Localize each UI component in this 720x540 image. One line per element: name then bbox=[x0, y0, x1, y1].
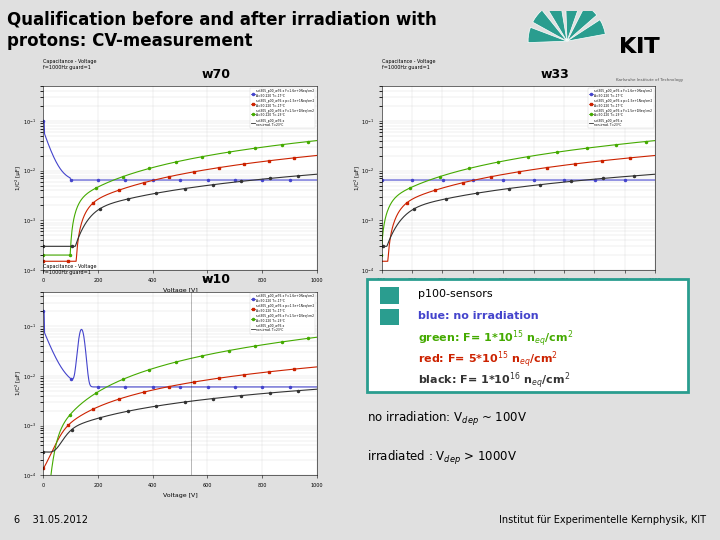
Legend: sct305_p00_w76 x F=1.6e+0Neq/cm2
A=50.220 T=-17°C, sct305_p00_w76 x p=1.5e+1Neq/: sct305_p00_w76 x F=1.6e+0Neq/cm2 A=50.22… bbox=[250, 88, 315, 129]
Wedge shape bbox=[567, 20, 606, 41]
Text: w33: w33 bbox=[540, 68, 569, 81]
Text: red: F= 5*10$^{15}$ n$_{eq}$/cm$^{2}$: red: F= 5*10$^{15}$ n$_{eq}$/cm$^{2}$ bbox=[418, 349, 557, 370]
Wedge shape bbox=[533, 10, 567, 41]
FancyBboxPatch shape bbox=[366, 279, 688, 392]
Text: Capacitance - Voltage
f=1000Hz guard=1: Capacitance - Voltage f=1000Hz guard=1 bbox=[382, 59, 435, 70]
Text: irradiated : V$_{dep}$ > 1000V: irradiated : V$_{dep}$ > 1000V bbox=[366, 449, 517, 467]
Legend: sct305_p00_w76 x F=1.6e+0Neq/cm2
A=50.220 T=-17°C, sct305_p00_w76 x p=1.5e+1Neq/: sct305_p00_w76 x F=1.6e+0Neq/cm2 A=50.22… bbox=[250, 293, 315, 334]
Y-axis label: 1/C² [µF]: 1/C² [µF] bbox=[15, 372, 21, 395]
Bar bbox=[380, 309, 399, 325]
Bar bbox=[380, 287, 399, 304]
Text: KIT: KIT bbox=[619, 37, 660, 57]
Text: Institut für Experimentelle Kernphysik, KIT: Institut für Experimentelle Kernphysik, … bbox=[498, 515, 706, 525]
X-axis label: Voltage [V]: Voltage [V] bbox=[163, 288, 197, 293]
Text: w10: w10 bbox=[202, 273, 231, 286]
Wedge shape bbox=[567, 5, 597, 41]
Text: Capacitance - Voltage
f=1000Hz guard=1: Capacitance - Voltage f=1000Hz guard=1 bbox=[43, 264, 96, 275]
Legend: sct305_p00_w76 x F=1.6e+0Neq/cm2
A=50.220 T=-17°C, sct305_p00_w76 x p=1.5e+1Neq/: sct305_p00_w76 x F=1.6e+0Neq/cm2 A=50.22… bbox=[588, 88, 654, 129]
Text: KIT: KIT bbox=[619, 37, 660, 57]
Wedge shape bbox=[566, 1, 580, 41]
Text: green: F= 1*10$^{15}$ n$_{eq}$/cm$^{2}$: green: F= 1*10$^{15}$ n$_{eq}$/cm$^{2}$ bbox=[418, 328, 573, 349]
Text: black: F= 1*10$^{16}$ n$_{eq}$/cm$^{2}$: black: F= 1*10$^{16}$ n$_{eq}$/cm$^{2}$ bbox=[418, 370, 570, 391]
Text: Karlsruhe Institute of Technology: Karlsruhe Institute of Technology bbox=[616, 78, 683, 82]
Y-axis label: 1/C² [µF]: 1/C² [µF] bbox=[354, 166, 359, 190]
X-axis label: Voltage [V]: Voltage [V] bbox=[501, 288, 536, 293]
Text: Capacitance - Voltage
f=1000Hz guard=1: Capacitance - Voltage f=1000Hz guard=1 bbox=[43, 59, 96, 70]
Text: blue: no irradiation: blue: no irradiation bbox=[418, 312, 538, 321]
Text: p100-sensors: p100-sensors bbox=[418, 289, 492, 299]
Y-axis label: 1/C² [µF]: 1/C² [µF] bbox=[15, 166, 21, 190]
Text: Qualification before and after irradiation with
protons: CV-measurement: Qualification before and after irradiati… bbox=[7, 11, 437, 50]
Text: w70: w70 bbox=[202, 68, 231, 81]
X-axis label: Voltage [V]: Voltage [V] bbox=[163, 494, 197, 498]
Text: no irradiation: V$_{dep}$ ~ 100V: no irradiation: V$_{dep}$ ~ 100V bbox=[366, 410, 527, 428]
Wedge shape bbox=[528, 28, 567, 43]
Wedge shape bbox=[546, 1, 567, 41]
Text: 6    31.05.2012: 6 31.05.2012 bbox=[14, 515, 89, 525]
